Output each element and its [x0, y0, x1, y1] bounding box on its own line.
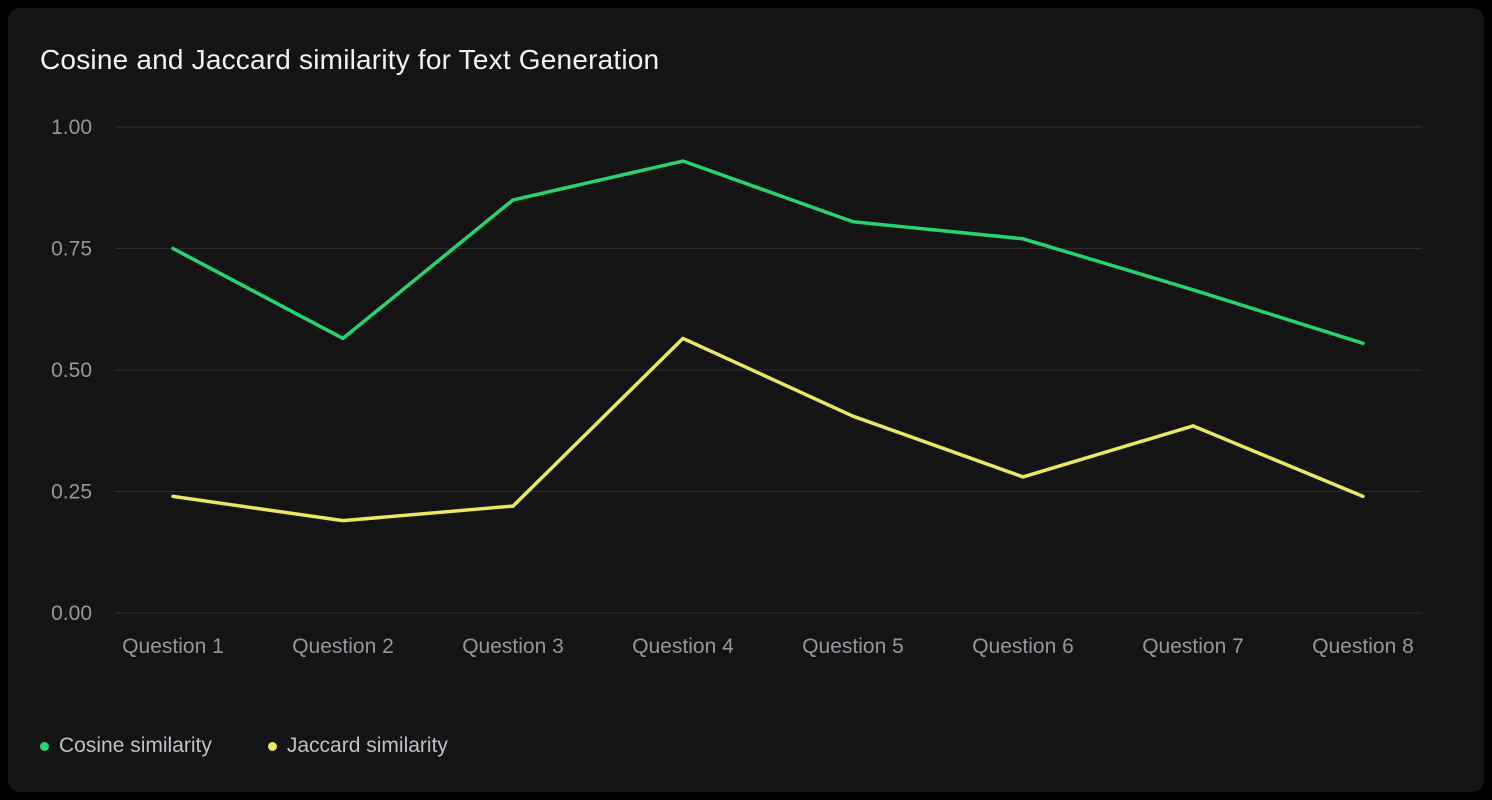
legend-item-cosine-similarity[interactable]: Cosine similarity: [40, 734, 212, 758]
cosine-similarity-line: [171, 159, 1365, 346]
chart-title: Cosine and Jaccard similarity for Text G…: [40, 44, 660, 75]
x-axis-label: Question 3: [462, 635, 564, 658]
x-axis-label: Question 5: [802, 635, 904, 658]
legend-label: Cosine similarity: [59, 734, 212, 757]
y-tick-label: 0.25: [51, 481, 92, 504]
y-tick-label: 0.75: [51, 238, 92, 261]
legend-item-jaccard-similarity[interactable]: Jaccard similarity: [267, 734, 448, 758]
legend-label: Jaccard similarity: [286, 734, 448, 757]
x-axis-label: Question 2: [292, 635, 394, 658]
y-tick-label: 1.00: [51, 116, 92, 139]
jaccard-legend-dot-icon: [267, 741, 277, 751]
chart-card: Cosine and Jaccard similarity for Text G…: [8, 8, 1484, 792]
similarity-line-chart: 0.00 0.25 0.50 0.75 1.00 Question 1 Question 2…: [51, 116, 1422, 658]
cosine-legend-dot-icon: [40, 741, 49, 751]
x-axis-label: Question 8: [1312, 635, 1414, 658]
x-axis-label: Question 1: [122, 635, 224, 658]
jaccard-similarity-line: [171, 336, 1365, 523]
x-axis-label: Question 6: [972, 635, 1074, 658]
y-tick-label: 0.50: [51, 359, 92, 382]
x-axis-label: Question 4: [632, 635, 734, 658]
y-tick-label: 0.00: [51, 602, 92, 625]
x-axis-label: Question 7: [1142, 635, 1244, 658]
chart-legend: Cosine similarity Jaccard similarity: [40, 734, 448, 758]
